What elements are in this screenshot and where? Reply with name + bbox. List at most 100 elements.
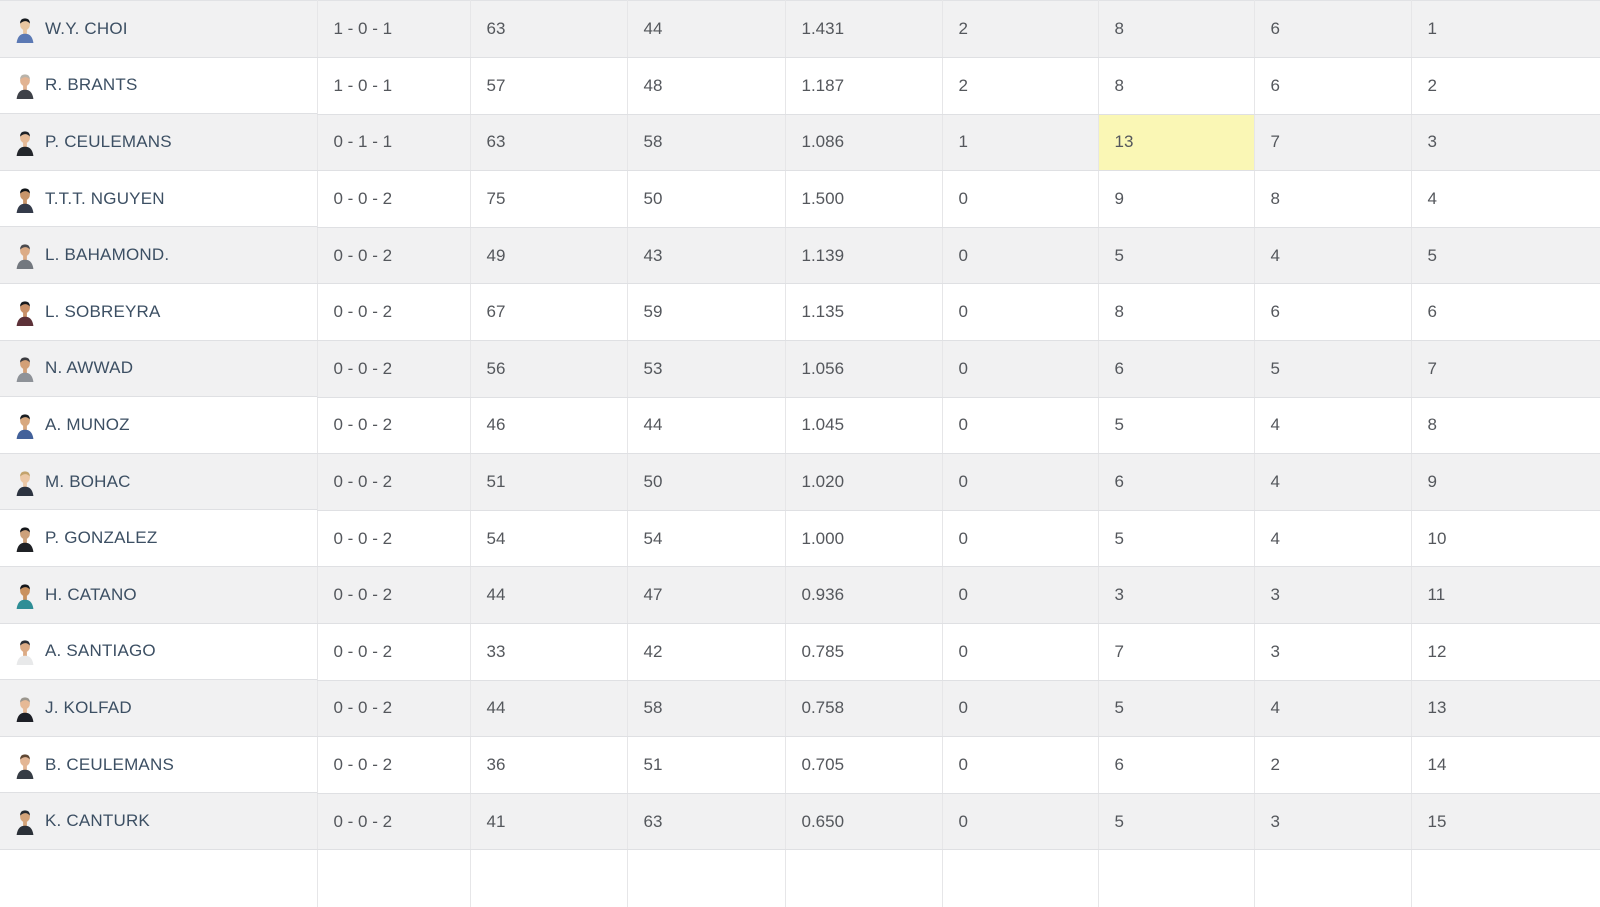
stat-cell: 0 xyxy=(941,623,1098,681)
player-row[interactable]: L. SOBREYRA 0 - 0 - 2 67 59 1.135 0 8 6 … xyxy=(0,283,1600,342)
player-cell: P. GONZALEZ xyxy=(0,510,317,567)
player-name-link[interactable]: W.Y. CHOI xyxy=(45,18,128,38)
player-name-link[interactable]: P. GONZALEZ xyxy=(45,528,158,548)
stat-cell: 44 xyxy=(626,397,785,455)
stat-cell: 58 xyxy=(626,680,785,738)
player-name-link[interactable]: J. KOLFAD xyxy=(45,697,132,717)
player-photo-icon xyxy=(14,468,36,496)
stat-cell: 5 xyxy=(1097,680,1254,738)
player-name-link[interactable]: L. BAHAMOND. xyxy=(45,245,170,265)
record-cell: 0 - 0 - 2 xyxy=(316,340,470,398)
stat-cell: 2 xyxy=(1253,736,1411,794)
stat-cell: 5 xyxy=(1097,793,1254,851)
record-cell: 0 - 0 - 2 xyxy=(316,566,470,625)
rank-cell: 3 xyxy=(1410,114,1600,172)
stat-cell: 0 xyxy=(941,453,1098,511)
player-photo-icon xyxy=(14,524,36,553)
player-name-link[interactable]: A. SANTIAGO xyxy=(45,641,156,661)
player-row[interactable]: P. CEULEMANS 0 - 1 - 1 63 58 1.086 1 13 … xyxy=(0,114,1600,172)
player-name-link[interactable]: T.T.T. NGUYEN xyxy=(45,188,165,208)
player-cell: R. BRANTS xyxy=(0,58,317,115)
player-name-link[interactable]: K. CANTURK xyxy=(45,811,150,831)
rank-cell: 2 xyxy=(1410,57,1600,115)
player-row-partial xyxy=(0,849,1600,907)
player-row[interactable]: L. BAHAMOND. 0 - 0 - 2 49 43 1.139 0 5 4… xyxy=(0,227,1600,285)
stat-cell: 63 xyxy=(626,793,785,851)
stat-cell: 3 xyxy=(1097,566,1254,625)
record-cell: 0 - 0 - 2 xyxy=(316,453,470,511)
stat-cell: 49 xyxy=(469,227,627,285)
player-photo-icon xyxy=(14,354,36,383)
stat-cell: 2 xyxy=(941,57,1098,115)
player-row[interactable]: B. CEULEMANS 0 - 0 - 2 36 51 0.705 0 6 2… xyxy=(0,736,1600,794)
player-row[interactable]: M. BOHAC 0 - 0 - 2 51 50 1.020 0 6 4 9 xyxy=(0,453,1600,511)
stat-cell: 54 xyxy=(626,510,785,568)
stat-cell: 4 xyxy=(1253,227,1411,285)
stat-cell: 0 xyxy=(941,397,1098,455)
stat-cell: 5 xyxy=(1097,397,1254,455)
player-name-link[interactable]: H. CATANO xyxy=(45,584,137,604)
record-cell: 0 - 0 - 2 xyxy=(316,170,470,228)
stat-cell: 44 xyxy=(469,566,627,625)
player-row[interactable]: R. BRANTS 1 - 0 - 1 57 48 1.187 2 8 6 2 xyxy=(0,57,1600,115)
stat-cell: 51 xyxy=(469,453,627,511)
player-photo-icon xyxy=(14,751,36,779)
rank-cell: 4 xyxy=(1410,170,1600,228)
player-name-link[interactable]: M. BOHAC xyxy=(45,471,131,491)
stat-cell: 0.758 xyxy=(784,680,942,738)
stat-cell: 5 xyxy=(1097,227,1254,285)
stat-cell: 5 xyxy=(1097,510,1254,568)
stat-cell: 41 xyxy=(469,793,627,851)
player-name-link[interactable]: N. AWWAD xyxy=(45,358,134,378)
player-photo-icon xyxy=(14,411,36,439)
record-cell: 0 - 0 - 2 xyxy=(316,283,470,342)
stat-cell: 1.000 xyxy=(784,510,942,568)
stat-cell: 59 xyxy=(626,283,785,342)
rank-cell: 12 xyxy=(1410,623,1600,681)
player-row[interactable]: J. KOLFAD 0 - 0 - 2 44 58 0.758 0 5 4 13 xyxy=(0,680,1600,738)
stat-cell: 7 xyxy=(1253,114,1411,172)
player-cell: K. CANTURK xyxy=(0,793,317,850)
stat-cell: 3 xyxy=(1253,793,1411,851)
player-cell: A. SANTIAGO xyxy=(0,624,317,681)
record-cell: 0 - 0 - 2 xyxy=(316,227,470,285)
player-cell: L. BAHAMOND. xyxy=(0,227,317,284)
player-name-link[interactable]: B. CEULEMANS xyxy=(45,754,174,774)
player-name-link[interactable]: R. BRANTS xyxy=(45,75,138,95)
stat-cell: 0 xyxy=(941,736,1098,794)
player-photo-icon xyxy=(14,637,36,666)
stat-cell: 0 xyxy=(941,793,1098,851)
stat-cell: 4 xyxy=(1253,453,1411,511)
player-row[interactable]: N. AWWAD 0 - 0 - 2 56 53 1.056 0 6 5 7 xyxy=(0,340,1600,398)
stat-cell: 1.135 xyxy=(784,283,942,342)
rank-cell: 14 xyxy=(1410,736,1600,794)
player-row[interactable]: W.Y. CHOI 1 - 0 - 1 63 44 1.431 2 8 6 1 xyxy=(0,0,1600,59)
stat-cell: 54 xyxy=(469,510,627,568)
stat-cell: 56 xyxy=(469,340,627,398)
player-row[interactable]: A. MUNOZ 0 - 0 - 2 46 44 1.045 0 5 4 8 xyxy=(0,397,1600,455)
player-name-link[interactable]: A. MUNOZ xyxy=(45,414,130,434)
player-photo-icon xyxy=(14,694,36,722)
stat-cell: 0 xyxy=(941,227,1098,285)
player-row[interactable]: P. GONZALEZ 0 - 0 - 2 54 54 1.000 0 5 4 … xyxy=(0,510,1600,568)
stat-cell: 1.139 xyxy=(784,227,942,285)
rank-cell: 7 xyxy=(1410,340,1600,398)
stat-cell: 8 xyxy=(1097,0,1254,59)
player-row[interactable]: K. CANTURK 0 - 0 - 2 41 63 0.650 0 5 3 1… xyxy=(0,793,1600,851)
stat-cell: 53 xyxy=(626,340,785,398)
player-name-link[interactable]: P. CEULEMANS xyxy=(45,131,172,151)
stat-cell: 63 xyxy=(469,114,627,172)
record-cell: 0 - 0 - 2 xyxy=(316,397,470,455)
stat-cell: 1.431 xyxy=(784,0,942,59)
player-row[interactable]: H. CATANO 0 - 0 - 2 44 47 0.936 0 3 3 11 xyxy=(0,566,1600,625)
player-cell: P. CEULEMANS xyxy=(0,114,317,171)
stat-cell-highlighted: 13 xyxy=(1097,114,1254,172)
player-row[interactable]: A. SANTIAGO 0 - 0 - 2 33 42 0.785 0 7 3 … xyxy=(0,623,1600,681)
player-row[interactable]: T.T.T. NGUYEN 0 - 0 - 2 75 50 1.500 0 9 … xyxy=(0,170,1600,228)
stat-cell: 0.650 xyxy=(784,793,942,851)
stat-cell: 0 xyxy=(941,566,1098,625)
player-name-link[interactable]: L. SOBREYRA xyxy=(45,301,161,321)
rank-cell: 9 xyxy=(1410,453,1600,511)
